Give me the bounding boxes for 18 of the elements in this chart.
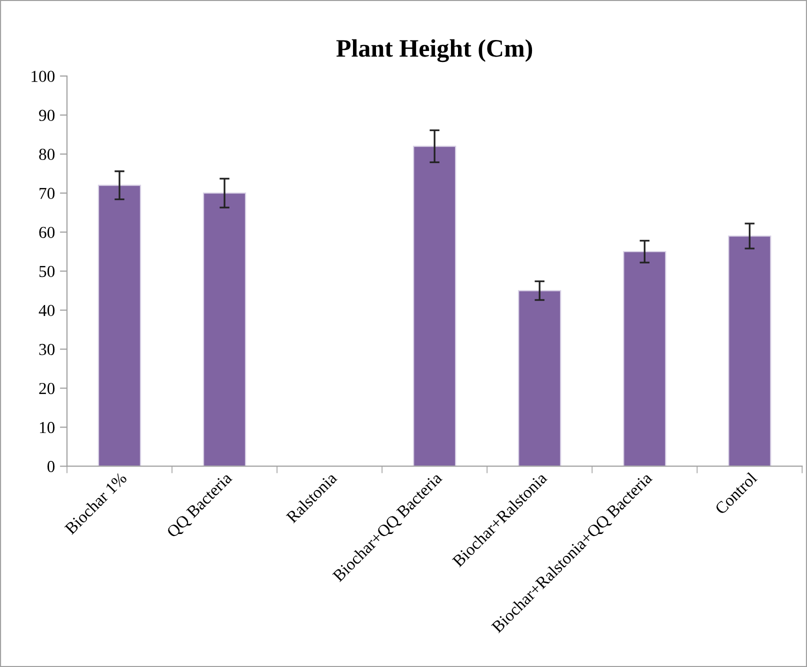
y-tick-label: 10 [40,422,55,434]
y-tick-label: 30 [39,344,55,356]
y-tick-label: 0 [47,460,55,472]
y-tick-label: 100 [32,70,55,82]
y-tick-label: 40 [38,304,55,316]
chart-title: Plant Height (Cm) [336,39,532,62]
bar [98,184,142,466]
bar [518,290,562,466]
y-tick-label: 20 [39,382,55,394]
y-tick-label: 80 [39,148,55,160]
y-tick-label: 90 [39,110,55,122]
y-tick-label: 50 [39,266,55,278]
y-tick-label: 70 [40,188,55,200]
bar [413,146,456,466]
bar [202,192,246,466]
bar [728,235,772,466]
y-tick-label: 60 [39,226,55,238]
bar [623,251,666,466]
